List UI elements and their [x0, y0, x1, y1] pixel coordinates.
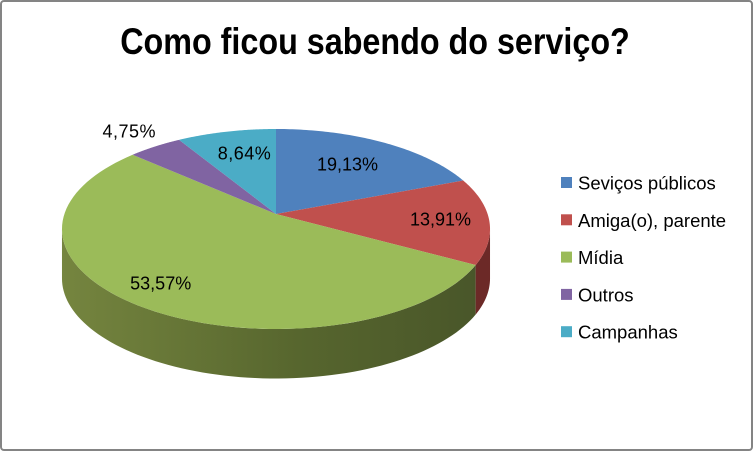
svg-text:Seviços públicos: Seviços públicos — [578, 173, 716, 194]
svg-text:8,64%: 8,64% — [218, 144, 272, 164]
svg-text:4,75%: 4,75% — [103, 122, 157, 142]
svg-text:Campanhas: Campanhas — [578, 322, 678, 343]
svg-text:53,57%: 53,57% — [130, 273, 191, 293]
svg-text:Amiga(o), parente: Amiga(o), parente — [578, 210, 726, 231]
svg-text:13,91%: 13,91% — [410, 210, 471, 230]
svg-text:Como ficou sabendo do serviço?: Como ficou sabendo do serviço? — [120, 22, 630, 62]
svg-text:Outros: Outros — [578, 284, 634, 305]
svg-text:Mídia: Mídia — [578, 247, 624, 268]
svg-text:19,13%: 19,13% — [317, 155, 378, 175]
